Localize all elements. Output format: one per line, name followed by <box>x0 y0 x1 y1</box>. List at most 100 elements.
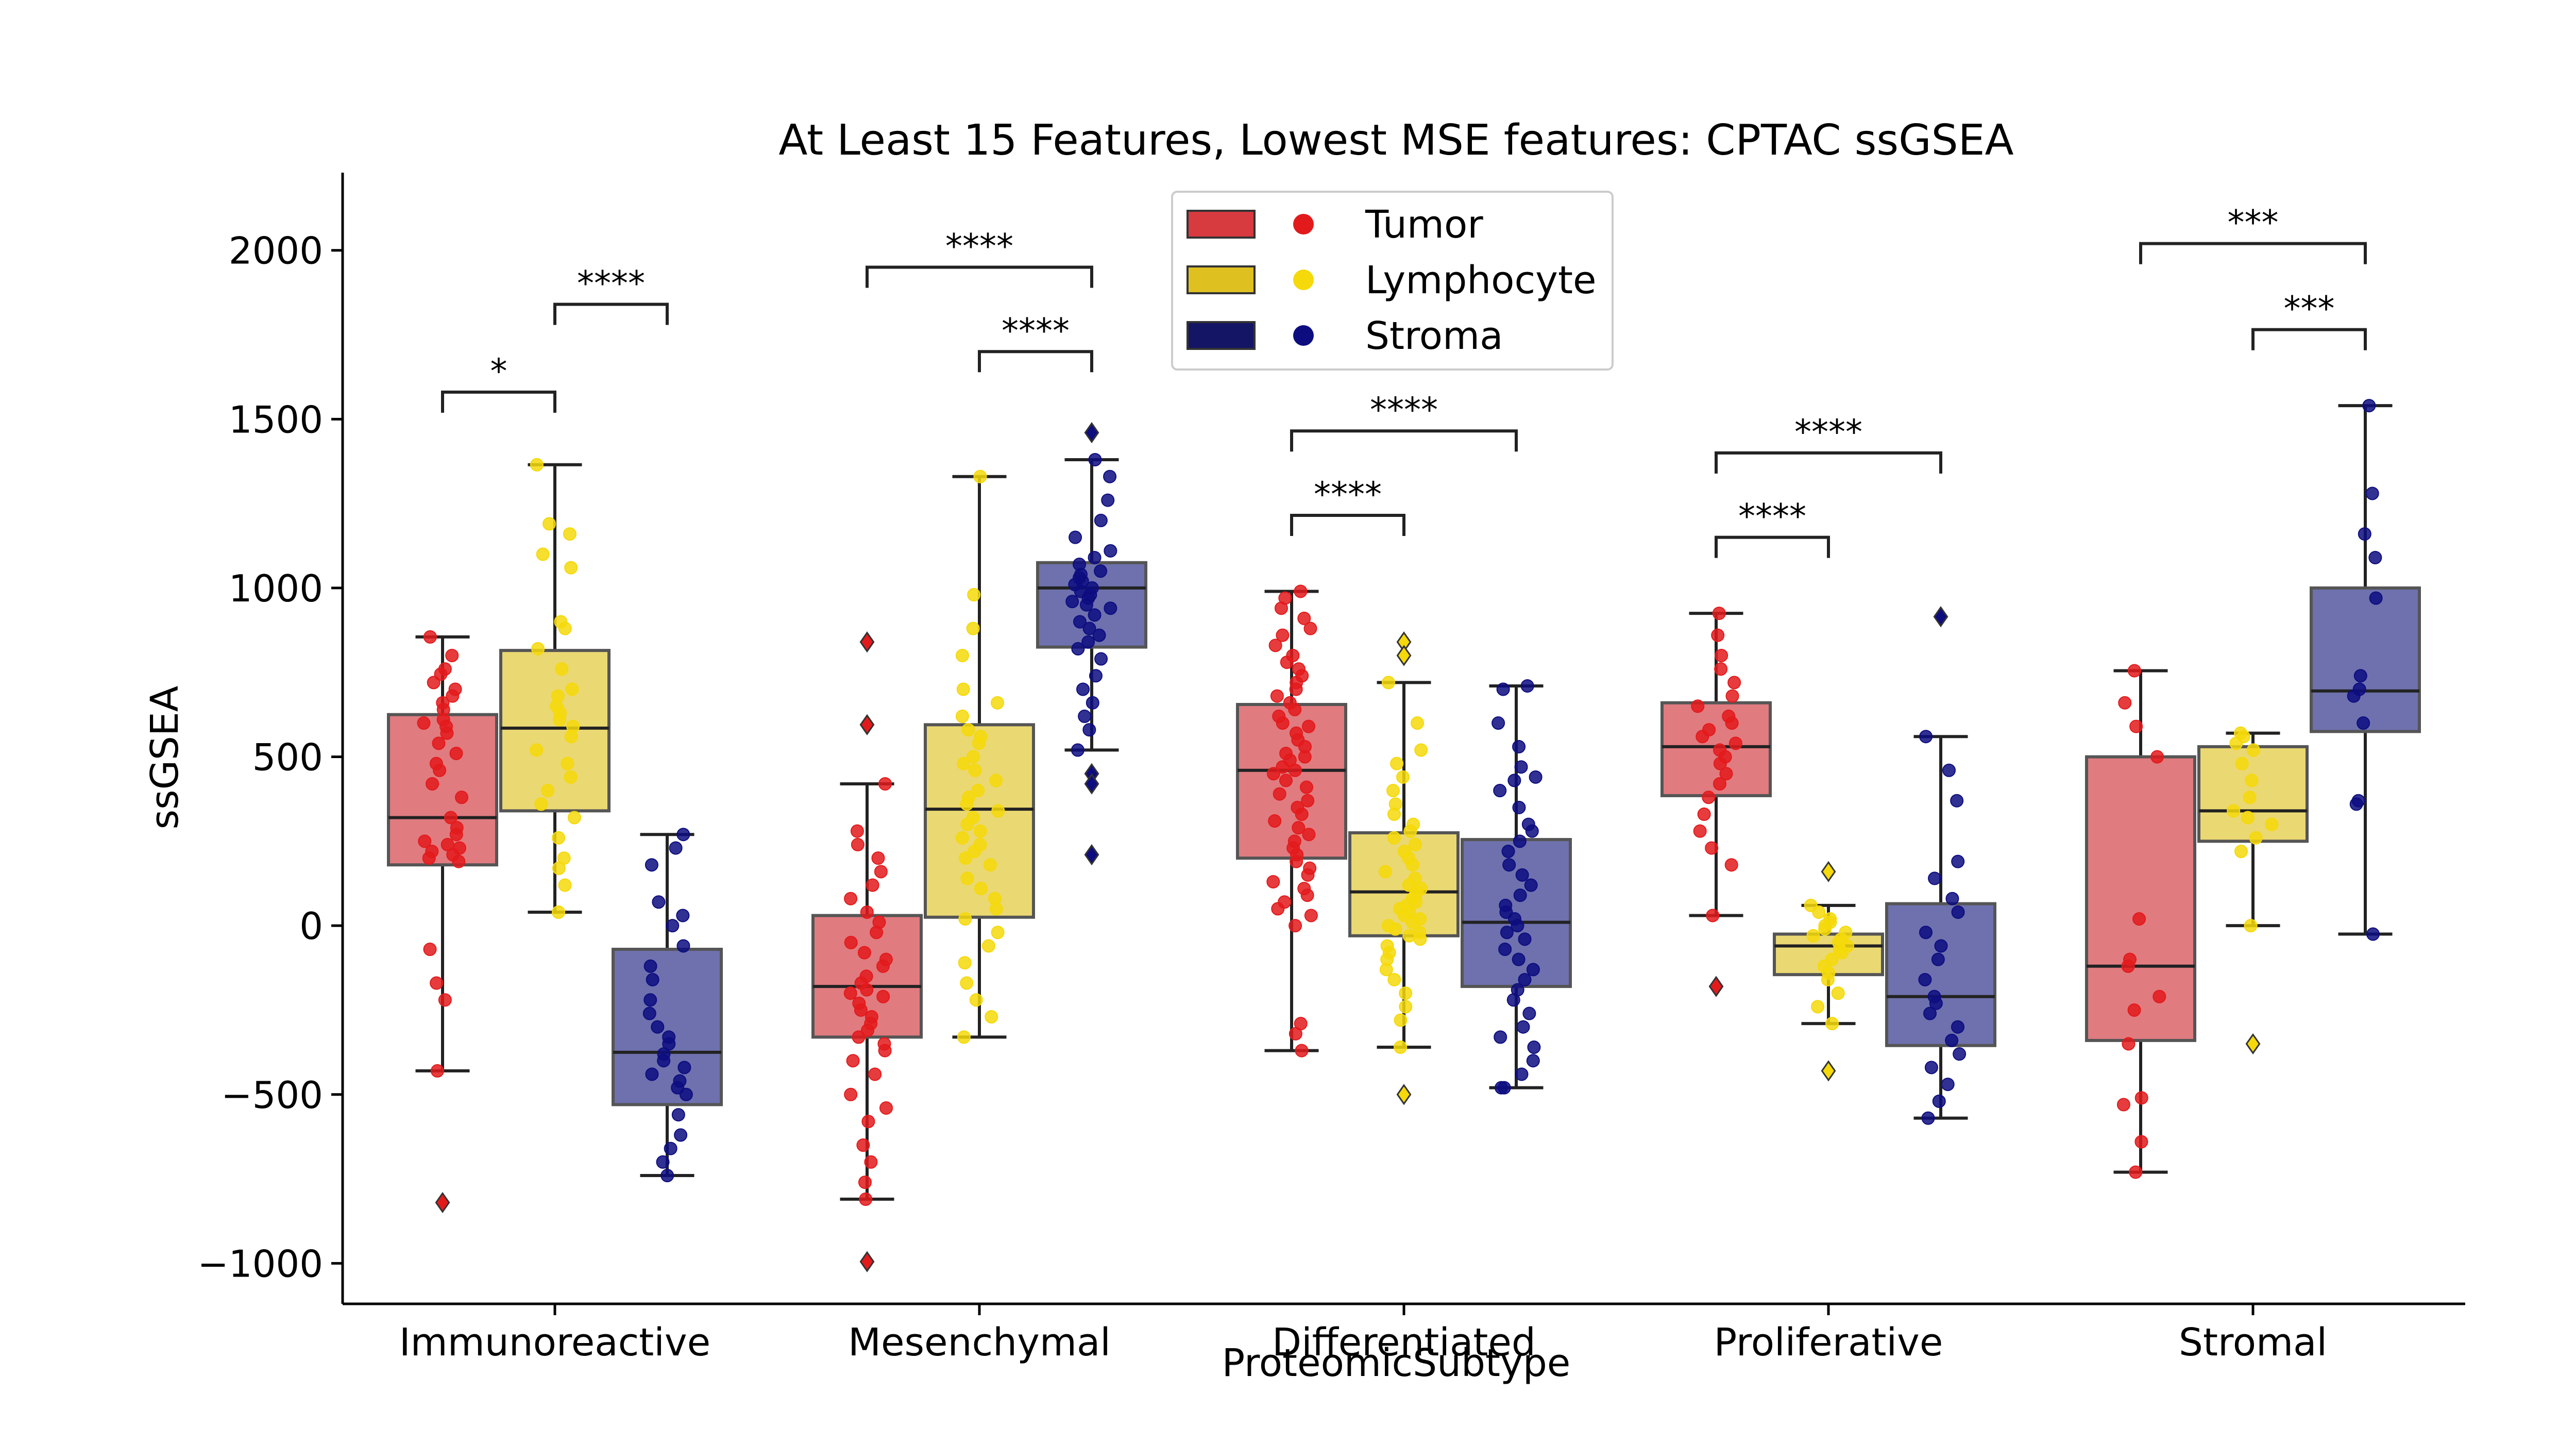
data-point <box>1529 770 1543 784</box>
data-point <box>645 1067 659 1081</box>
data-point <box>1921 1111 1935 1125</box>
data-point <box>1697 807 1711 821</box>
data-point <box>1806 929 1820 943</box>
data-point <box>1089 669 1103 683</box>
data-point <box>989 902 1003 916</box>
data-point <box>955 831 969 845</box>
data-point <box>1300 888 1314 902</box>
data-point <box>1953 1047 1967 1061</box>
y-tick-label: −1000 <box>197 1242 323 1285</box>
outlier-marker <box>1084 773 1099 795</box>
data-point <box>1104 544 1117 558</box>
data-point <box>2234 845 2248 858</box>
y-axis-label: ssGSEA <box>143 685 187 829</box>
legend: Tumor Lymphocyte Stroma <box>1171 191 1614 371</box>
data-point <box>959 851 973 865</box>
data-point <box>1101 493 1115 507</box>
significance-label: **** <box>1738 497 1806 536</box>
data-point <box>1268 639 1282 652</box>
outlier-marker <box>1396 645 1412 666</box>
data-point <box>555 662 569 676</box>
data-point <box>1388 922 1402 936</box>
data-point <box>643 959 657 973</box>
data-point <box>642 1006 656 1020</box>
data-point <box>1304 909 1318 922</box>
data-point <box>1706 909 1720 922</box>
data-point <box>2121 959 2135 973</box>
significance-label: * <box>490 351 507 391</box>
data-point <box>1497 1081 1511 1095</box>
data-point <box>961 723 975 737</box>
data-point <box>564 561 578 575</box>
data-point <box>981 939 995 953</box>
data-point <box>1279 774 1293 787</box>
data-point <box>417 716 431 730</box>
data-point <box>2249 831 2263 845</box>
data-point <box>968 845 981 858</box>
data-point <box>677 1061 691 1075</box>
box-iqr <box>2310 586 2421 733</box>
legend-swatch-dot <box>1293 325 1314 346</box>
data-point <box>1406 858 1420 872</box>
data-point <box>1724 858 1738 872</box>
data-point <box>1266 767 1280 781</box>
data-point <box>1405 915 1419 929</box>
data-point <box>652 895 666 909</box>
legend-frame <box>1171 191 1614 371</box>
y-tick-label: 1500 <box>229 398 323 441</box>
data-point <box>1295 1044 1309 1058</box>
data-point <box>2349 797 2363 811</box>
data-point <box>1932 1094 1946 1108</box>
data-point <box>956 682 970 696</box>
data-point <box>531 642 545 656</box>
data-point <box>856 1138 870 1152</box>
data-point <box>960 976 974 990</box>
data-point <box>432 736 446 750</box>
data-point <box>2246 743 2260 757</box>
data-point <box>671 1108 685 1122</box>
y-tick-label: 2000 <box>229 229 323 273</box>
data-point <box>2244 919 2258 933</box>
x-axis-label: ProteomicSubtype <box>1222 1341 1571 1385</box>
data-point <box>1725 689 1739 703</box>
data-point <box>1526 1054 1540 1068</box>
data-point <box>1094 513 1108 527</box>
data-point <box>1525 824 1539 838</box>
data-point <box>530 743 544 757</box>
y-tick-label: −500 <box>221 1073 323 1117</box>
data-point <box>1088 452 1102 466</box>
data-point <box>1394 1041 1408 1054</box>
data-point <box>1292 821 1306 835</box>
data-point <box>1387 972 1401 986</box>
data-point <box>878 777 892 791</box>
data-point <box>1812 905 1826 919</box>
data-point <box>656 1155 670 1169</box>
significance-bracket <box>1715 535 1830 558</box>
data-point <box>651 1020 665 1034</box>
data-point <box>1516 1020 1530 1034</box>
box-group <box>1348 631 1460 1105</box>
data-point <box>1289 682 1303 696</box>
data-point <box>960 797 974 811</box>
legend-swatch-dot <box>1293 270 1314 290</box>
data-point <box>974 882 988 896</box>
data-point <box>860 905 874 919</box>
box-group <box>1885 606 1996 1125</box>
data-point <box>985 1010 998 1024</box>
data-point <box>563 527 577 541</box>
significance-bracket <box>1715 451 1942 474</box>
data-point <box>2265 817 2279 831</box>
data-point <box>1498 943 1512 957</box>
box-group <box>924 469 1035 1044</box>
data-point <box>565 682 579 696</box>
data-point <box>1715 648 1728 662</box>
data-point <box>1951 1020 1964 1034</box>
data-point <box>438 993 452 1007</box>
data-point <box>1714 662 1728 676</box>
data-point <box>2365 486 2379 500</box>
outlier-marker <box>1821 1060 1836 1082</box>
legend-swatch-box <box>1187 210 1256 239</box>
data-point <box>1515 1067 1529 1081</box>
data-point <box>2368 550 2382 564</box>
data-point <box>660 1169 674 1183</box>
